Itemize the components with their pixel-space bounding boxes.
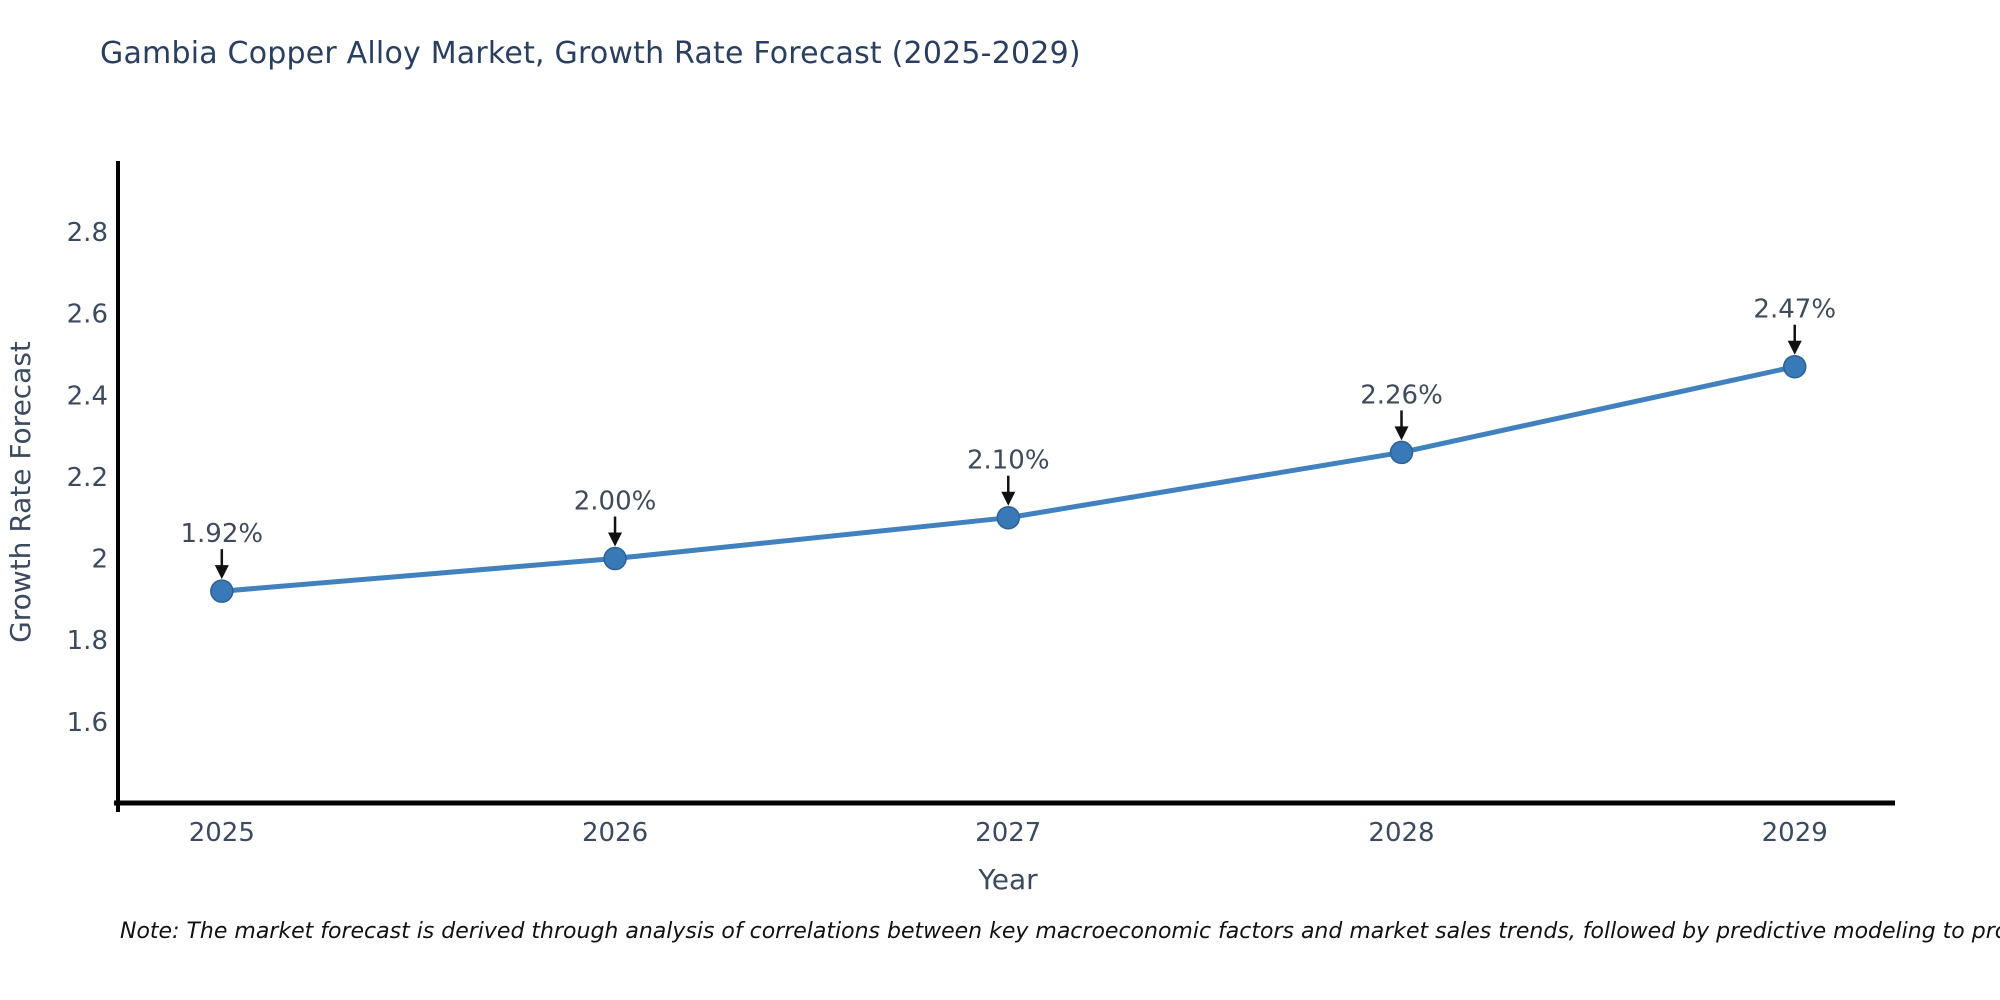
annotation-arrowhead-icon	[214, 565, 229, 580]
x-tick-label: 2025	[189, 818, 255, 848]
data-point-marker	[996, 505, 1021, 530]
x-tick-label: 2029	[1762, 818, 1828, 848]
y-tick-label: 2.2	[67, 463, 108, 493]
y-tick-label: 1.8	[67, 626, 108, 656]
point-value-label: 2.47%	[1753, 295, 1836, 325]
point-value-label: 2.26%	[1360, 380, 1443, 410]
y-tick-label: 2.4	[67, 381, 108, 411]
point-value-label: 2.10%	[967, 446, 1050, 476]
annotation-arrowhead-icon	[1787, 340, 1802, 355]
data-point-marker	[1782, 354, 1807, 379]
y-tick-label: 1.6	[67, 708, 108, 738]
data-point-marker	[210, 579, 234, 603]
x-tick-label: 2027	[975, 818, 1041, 848]
footnote: Note: The market forecast is derived thr…	[120, 919, 2000, 944]
x-tick-label: 2028	[1368, 818, 1434, 848]
annotation-arrowhead-icon	[608, 532, 623, 547]
y-tick-label: 2.6	[67, 300, 108, 330]
data-point-marker	[603, 546, 627, 571]
x-tick-label: 2026	[582, 818, 648, 848]
data-point-marker	[1389, 440, 1414, 465]
annotation-arrowhead-icon	[1001, 491, 1016, 506]
annotation-arrowhead-icon	[1394, 426, 1409, 441]
point-value-label: 1.92%	[181, 519, 264, 549]
chart-title: Gambia Copper Alloy Market, Growth Rate …	[100, 36, 1081, 71]
y-tick-label: 2	[91, 545, 108, 575]
y-axis-title: Growth Rate Forecast	[4, 341, 37, 643]
x-axis-title: Year	[977, 863, 1038, 896]
point-value-label: 2.00%	[574, 487, 657, 517]
y-tick-label: 2.8	[67, 218, 108, 248]
